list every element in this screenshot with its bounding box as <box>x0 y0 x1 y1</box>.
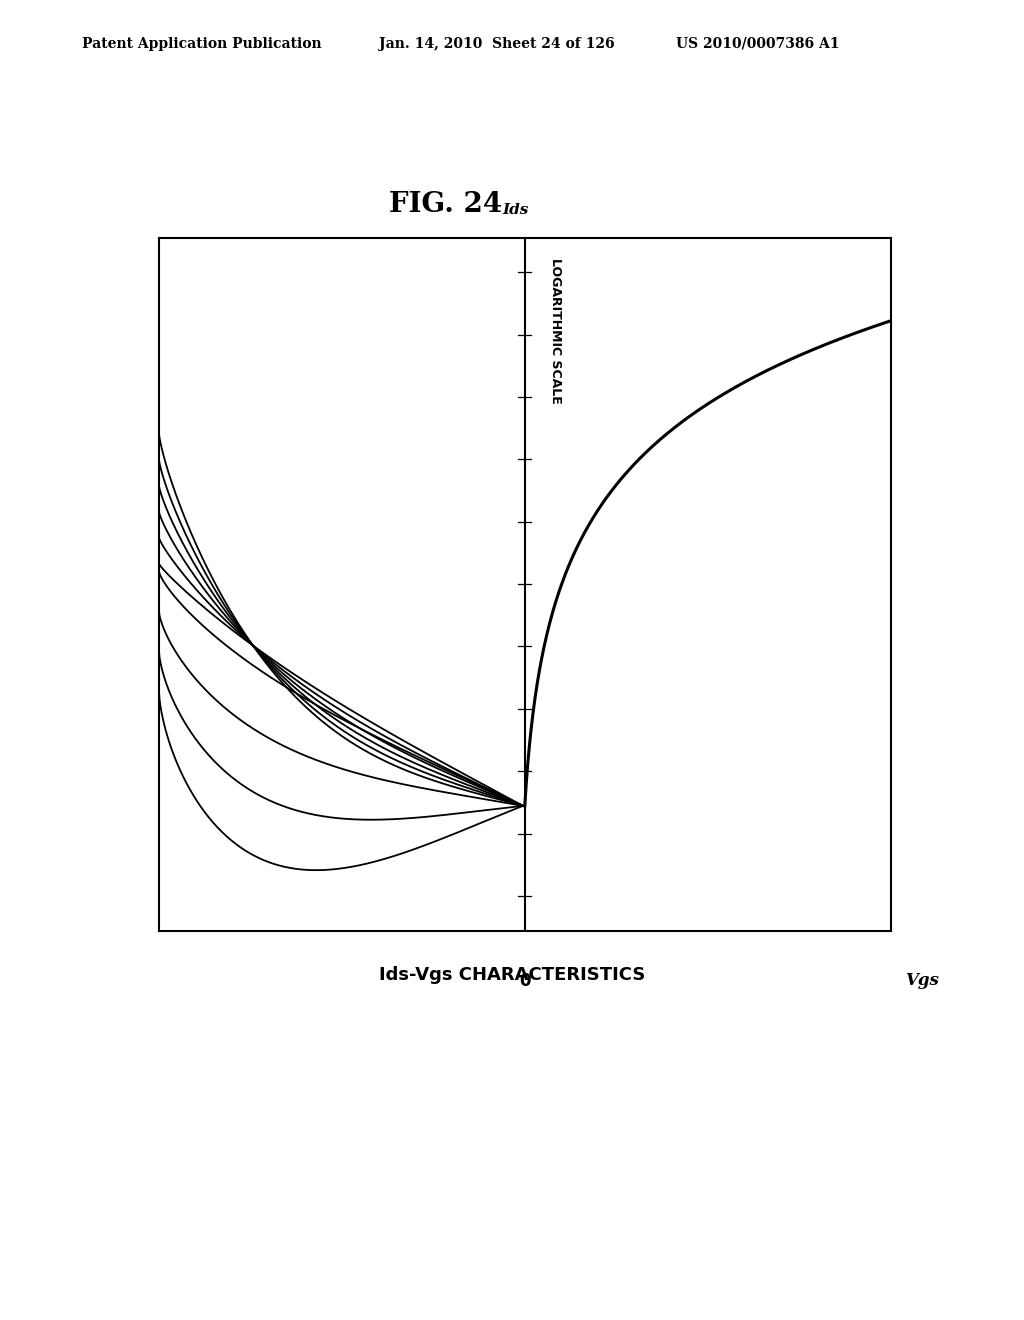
Text: US 2010/0007386 A1: US 2010/0007386 A1 <box>676 37 840 51</box>
Text: Ids-Vgs CHARACTERISTICS: Ids-Vgs CHARACTERISTICS <box>379 966 645 985</box>
Text: Vgs: Vgs <box>905 972 939 989</box>
Text: FIG. 24: FIG. 24 <box>389 191 502 218</box>
Text: Patent Application Publication: Patent Application Publication <box>82 37 322 51</box>
Text: Jan. 14, 2010  Sheet 24 of 126: Jan. 14, 2010 Sheet 24 of 126 <box>379 37 614 51</box>
Text: LOGARITHMIC SCALE: LOGARITHMIC SCALE <box>549 259 561 404</box>
Text: Ids: Ids <box>503 203 528 216</box>
Text: 0: 0 <box>519 972 530 990</box>
